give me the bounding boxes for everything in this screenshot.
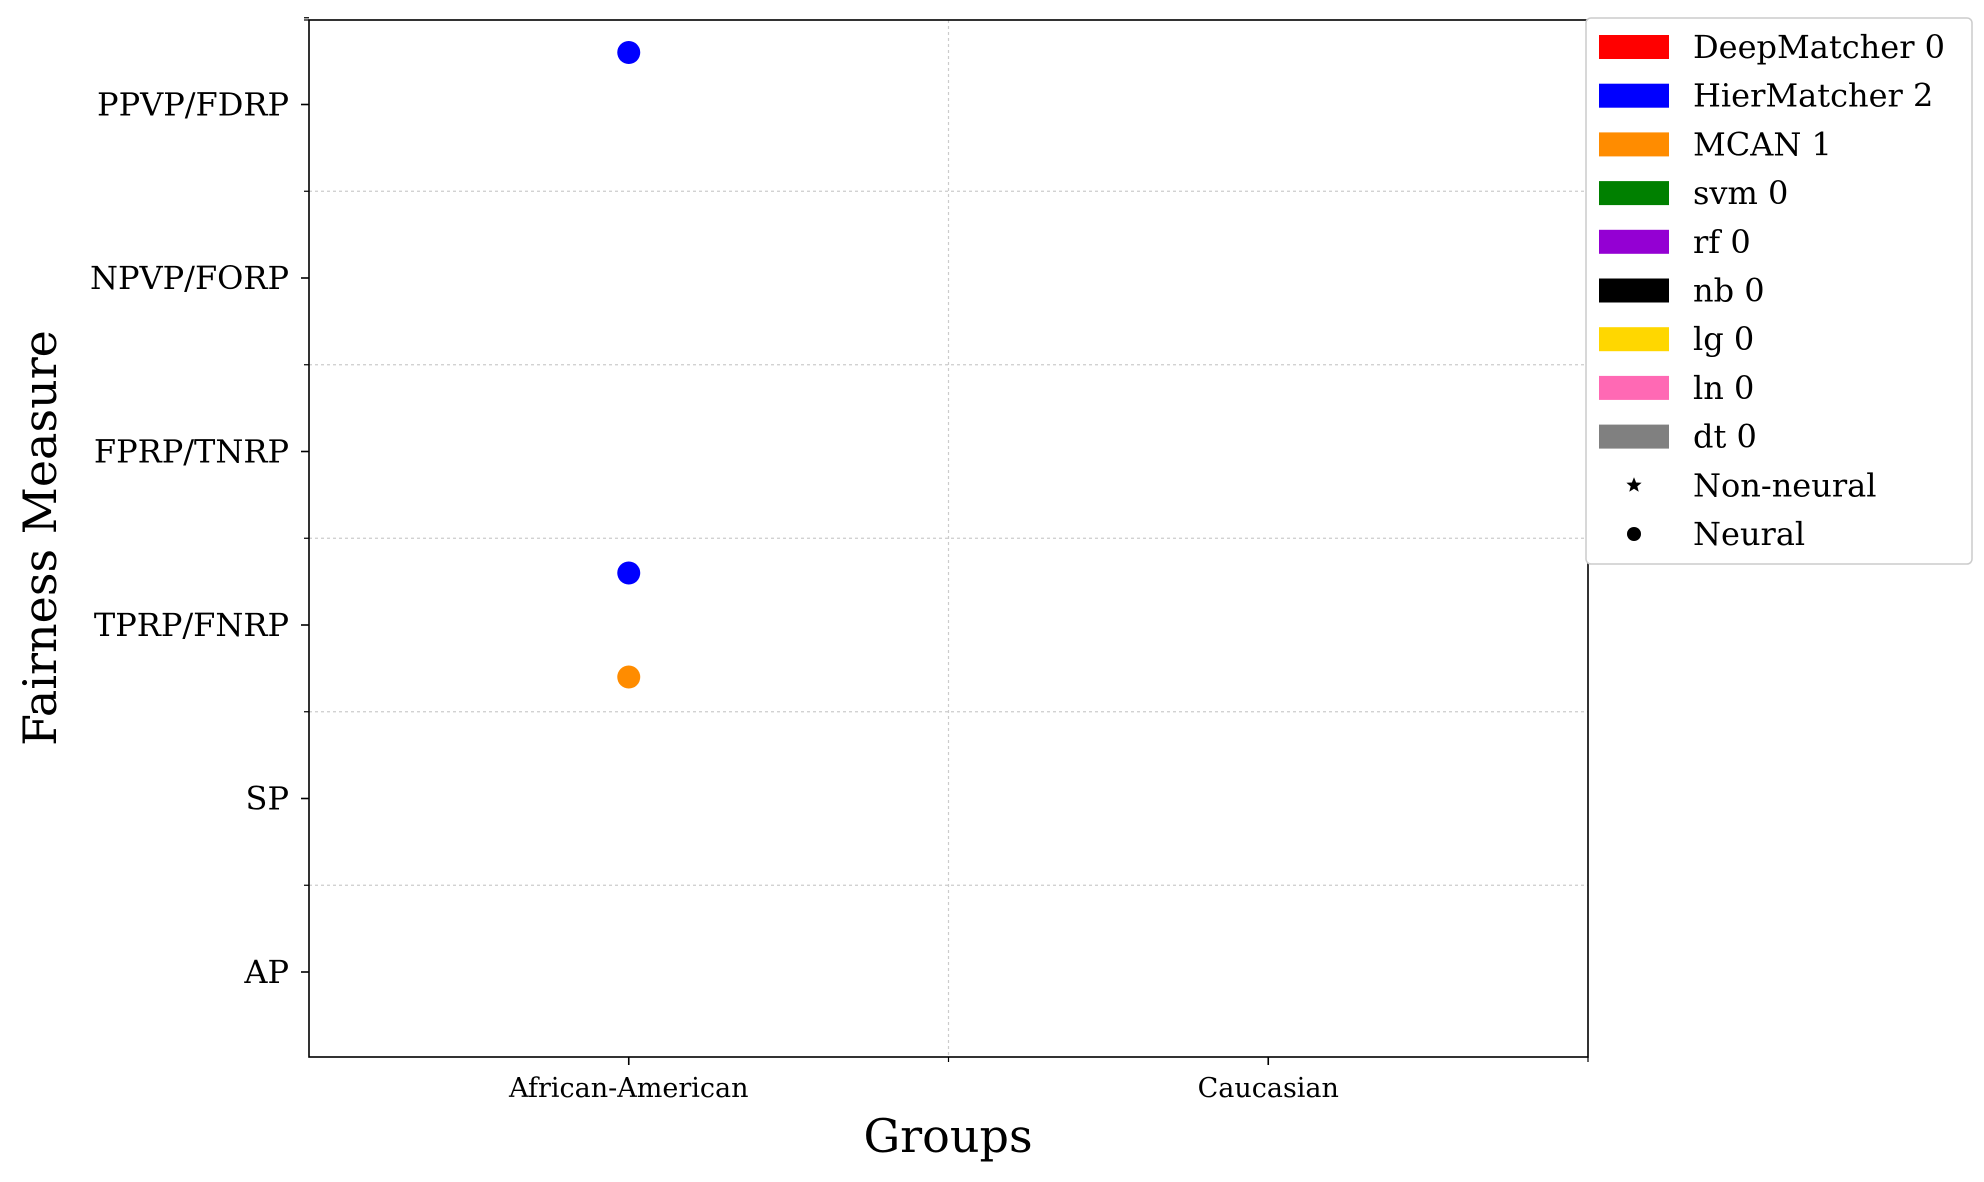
legend-swatch bbox=[1599, 375, 1669, 400]
legend-swatch bbox=[1599, 229, 1669, 254]
grid-lines bbox=[309, 20, 1588, 1057]
legend: DeepMatcher 0 HierMatcher 2 MCAN 1 svm 0 rf … bbox=[1585, 17, 1973, 565]
legend-label: Neural bbox=[1693, 515, 1805, 553]
data-point bbox=[617, 40, 641, 64]
legend-label: dt 0 bbox=[1693, 418, 1757, 456]
legend-marker-circle bbox=[1627, 527, 1641, 541]
legend-label: lg 0 bbox=[1693, 320, 1754, 358]
legend-swatch bbox=[1599, 132, 1669, 157]
legend-label: Non-neural bbox=[1693, 466, 1876, 504]
x-tick-label: African-American bbox=[508, 1073, 749, 1104]
y-tick-label: AP bbox=[243, 953, 289, 991]
legend-swatch bbox=[1599, 424, 1669, 449]
legend-box bbox=[1585, 17, 1973, 565]
legend-swatch bbox=[1599, 181, 1669, 206]
data-points bbox=[617, 40, 641, 689]
data-point bbox=[617, 665, 641, 689]
y-tick-label: PPVP/FDRP bbox=[97, 86, 289, 124]
y-tick-label: NPVP/FORP bbox=[90, 259, 289, 297]
legend-label: svm 0 bbox=[1693, 174, 1788, 212]
legend-swatch bbox=[1599, 278, 1669, 303]
y-axis-title: Fairness Measure bbox=[13, 330, 67, 746]
legend-label: nb 0 bbox=[1693, 272, 1765, 310]
y-tick-label: SP bbox=[246, 780, 289, 818]
legend-swatch bbox=[1599, 83, 1669, 108]
legend-swatch bbox=[1599, 327, 1669, 352]
x-tick-label: Caucasian bbox=[1198, 1073, 1339, 1104]
legend-label: DeepMatcher 0 bbox=[1693, 28, 1945, 66]
axis-ticks: African-American Caucasian AP SP TPRP/FNRP FP… bbox=[90, 17, 1589, 1104]
y-tick-label: TPRP/FNRP bbox=[94, 606, 289, 644]
legend-swatch bbox=[1599, 35, 1669, 59]
y-tick-label: FPRP/TNRP bbox=[94, 433, 289, 471]
x-axis-title: Groups bbox=[863, 1109, 1032, 1163]
legend-label: ln 0 bbox=[1693, 369, 1754, 407]
legend-marker-star bbox=[1626, 477, 1642, 492]
legend-label: rf 0 bbox=[1693, 223, 1751, 261]
legend-label: HierMatcher 2 bbox=[1693, 77, 1933, 115]
legend-label: MCAN 1 bbox=[1693, 125, 1832, 163]
data-point bbox=[617, 561, 641, 585]
